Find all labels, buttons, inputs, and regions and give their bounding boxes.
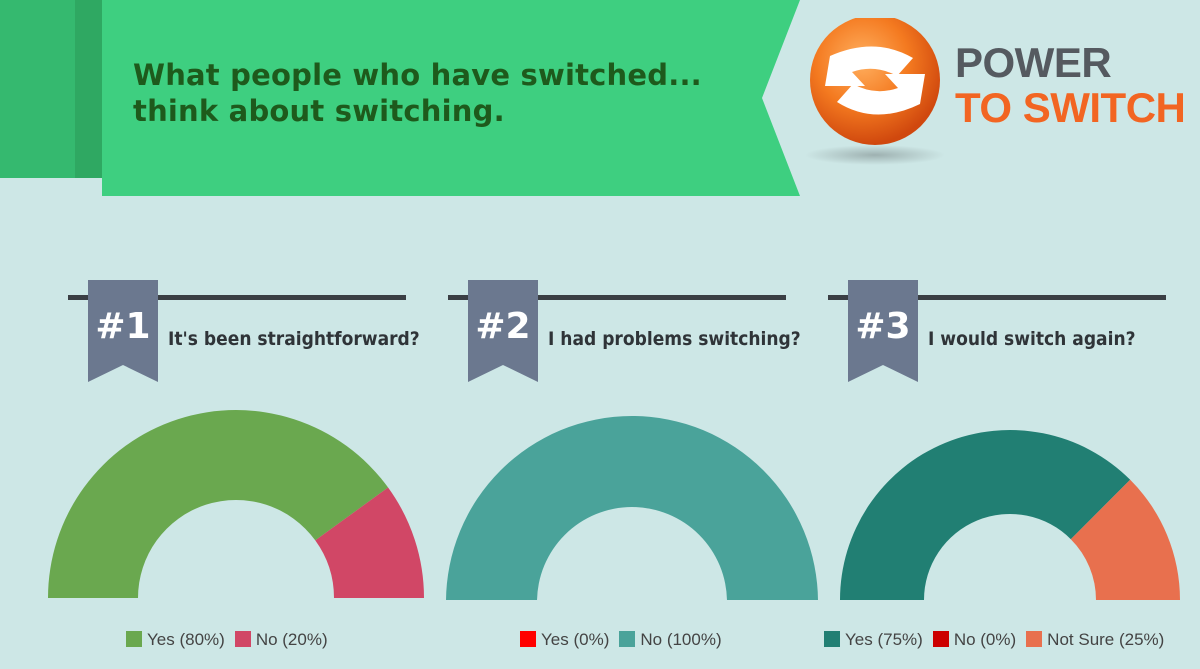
chart-question: It's been straightforward? [168, 328, 420, 350]
legend-label: Yes (0%) [541, 630, 610, 649]
chart-question: I had problems switching? [548, 328, 801, 350]
divider-line [828, 295, 1166, 300]
legend-label: Yes (80%) [147, 630, 225, 649]
legend-label: Not Sure (25%) [1047, 630, 1165, 649]
legend-label: No (20%) [255, 630, 328, 649]
chart-number: #2 [475, 306, 531, 347]
chart-panel-3: #3 I would switch again? Yes (75%) No (0%… [800, 280, 1180, 669]
banner-shape [0, 0, 800, 196]
gauge-chart [48, 410, 424, 598]
logo-emblem-icon [805, 18, 945, 165]
legend-item: No (20%) [234, 630, 328, 650]
legend-swatch [824, 631, 840, 647]
logo-text: POWER TO SWITCH [955, 39, 1186, 131]
legend-label: No (100%) [640, 630, 722, 649]
legend-item: Yes (0%) [520, 630, 609, 650]
chart-panel-1: #1 It's been straightforward? Yes (80%) N… [40, 280, 424, 669]
chart-panel-2: #2 I had problems switching? Yes (0%) No … [420, 280, 818, 669]
gauge-slice-yes [840, 430, 1131, 600]
gauge-slice-not-sure [1070, 479, 1180, 600]
legend-label: No (0%) [953, 630, 1017, 649]
divider-line [448, 295, 786, 300]
ribbon-shape [468, 280, 538, 382]
legend-swatch [932, 631, 949, 647]
title-line-1: What people who have switched... [133, 58, 702, 92]
chart-question: I would switch again? [928, 328, 1136, 350]
chart-number: #3 [855, 306, 911, 347]
gauge-slice-yes [48, 410, 389, 598]
legend-swatch [520, 631, 536, 647]
ribbon-shape [848, 280, 918, 382]
legend-item: Not Sure (25%) [1026, 630, 1164, 650]
number-ribbon: #1 [88, 280, 158, 392]
legend-item: No (0%) [932, 630, 1017, 650]
gauge-slice-no [446, 416, 818, 600]
gauge-chart [840, 430, 1180, 600]
ribbon-shape [88, 280, 158, 382]
number-ribbon: #3 [848, 280, 918, 392]
number-ribbon: #2 [468, 280, 538, 392]
legend-swatch [619, 631, 636, 647]
title-line-2: think about switching. [133, 94, 505, 128]
legend-label: Yes (75%) [845, 630, 923, 649]
chart-legend: Yes (0%) No (100%) [520, 630, 732, 650]
logo-line-1: POWER [955, 39, 1112, 86]
legend-item: Yes (75%) [824, 630, 923, 650]
legend-swatch [126, 631, 142, 647]
logo-line-2: TO SWITCH [955, 84, 1186, 131]
legend-swatch [234, 631, 251, 647]
chart-legend: Yes (80%) No (20%) [126, 630, 338, 650]
chart-number: #1 [95, 306, 151, 347]
header-banner: What people who have switched... think a… [0, 0, 810, 200]
legend-item: Yes (80%) [126, 630, 225, 650]
gauge-slice-no [315, 487, 424, 598]
chart-legend: Yes (75%) No (0%) Not Sure (25%) [824, 630, 1174, 650]
legend-item: No (100%) [619, 630, 722, 650]
gauge-chart [446, 416, 818, 600]
legend-swatch [1026, 631, 1043, 647]
page-title: What people who have switched... think a… [133, 57, 702, 129]
divider-line [68, 295, 406, 300]
